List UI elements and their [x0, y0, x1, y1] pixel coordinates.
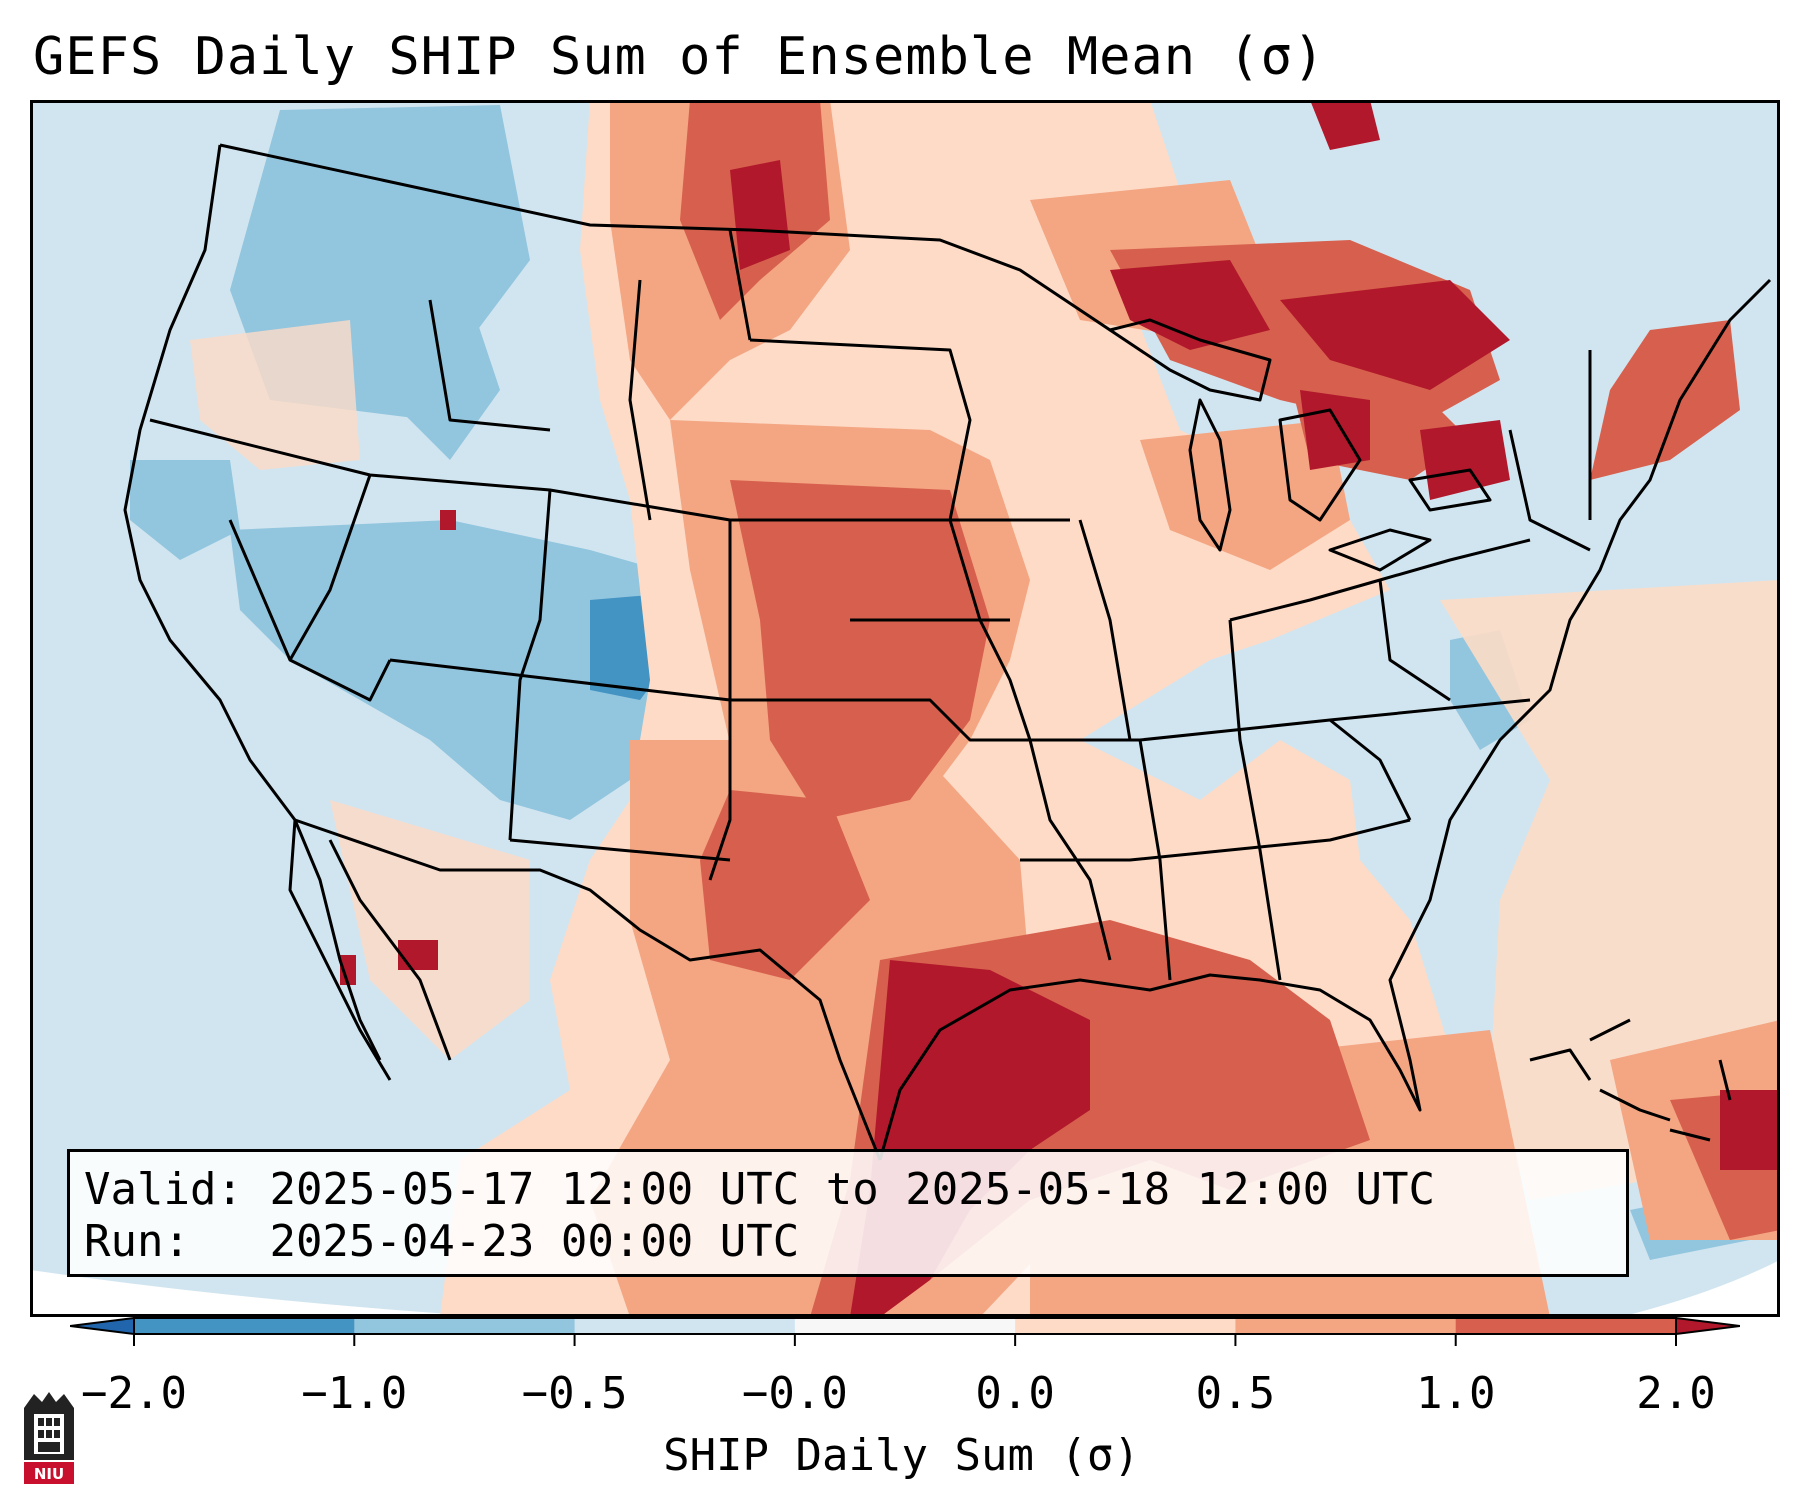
colorbar-label: SHIP Daily Sum (σ) [663, 1430, 1140, 1481]
valid-line: Valid: 2025-05-17 12:00 UTC to 2025-05-1… [84, 1164, 1435, 1216]
colorbar [70, 1316, 1740, 1346]
colorbar-tick-label: −1.0 [301, 1368, 408, 1419]
colorbar-tick-label: −0.0 [741, 1368, 848, 1419]
colorbar-tick-label: −2.0 [81, 1368, 187, 1419]
map-title: GEFS Daily SHIP Sum of Ensemble Mean (σ) [33, 27, 1326, 87]
colorbar-tick-label: 1.0 [1415, 1368, 1496, 1419]
choropleth-map [30, 100, 1780, 1317]
colorbar-extend-low [70, 1316, 135, 1336]
map-panel [30, 100, 1780, 1317]
colorbar-bin [1015, 1318, 1236, 1334]
run-line: Run: 2025-04-23 00:00 UTC [84, 1216, 799, 1268]
niu-logo-icon: NIU [24, 1392, 74, 1484]
colorbar-bin [354, 1318, 576, 1334]
colorbar-bin [1455, 1318, 1677, 1334]
colorbar-outline [133, 1317, 1677, 1335]
colorbar-extend-high [1675, 1316, 1740, 1336]
colorbar-bin [794, 1318, 1016, 1334]
info-box: Valid: 2025-05-17 12:00 UTC to 2025-05-1… [67, 1149, 1629, 1277]
map-border [30, 100, 1780, 1317]
colorbar-bin [574, 1318, 796, 1334]
colorbar-bin [1235, 1318, 1457, 1334]
run-value: 2025-04-23 00:00 UTC [269, 1216, 800, 1267]
colorbar-tick-label: 0.0 [975, 1368, 1055, 1419]
colorbar-tick-label: 2.0 [1636, 1368, 1716, 1419]
state-borders [123, 143, 1772, 1161]
valid-label: Valid: [84, 1164, 243, 1215]
niu-logo-text: NIU [34, 1465, 64, 1483]
valid-value: 2025-05-17 12:00 UTC to 2025-05-18 12:00… [269, 1164, 1436, 1215]
colorbar-bin [134, 1318, 355, 1334]
run-label: Run: [84, 1216, 190, 1267]
colorbar-tick-label: 0.5 [1195, 1368, 1276, 1419]
colorbar-tick-label: −0.5 [521, 1368, 628, 1419]
